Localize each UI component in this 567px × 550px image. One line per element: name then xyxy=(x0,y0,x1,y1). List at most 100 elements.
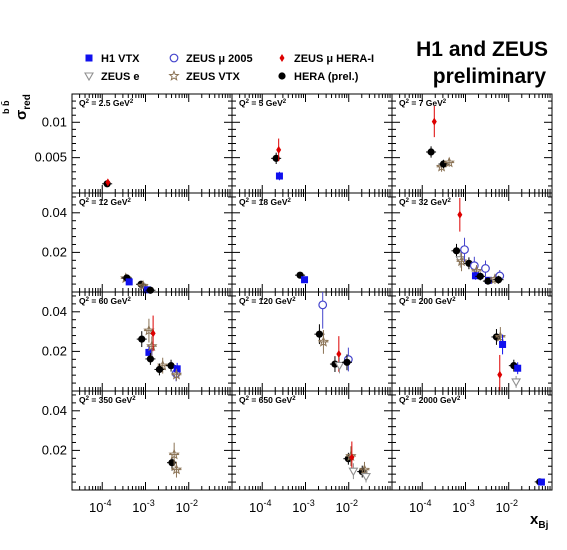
panel-frame xyxy=(231,291,393,392)
marker-hera-prel- xyxy=(167,362,175,370)
legend-marker xyxy=(278,72,286,80)
panel-q2-2.5: 0.005 0.01 Q2 = 2.5 GeV2 xyxy=(34,93,233,194)
marker-hera-prel- xyxy=(146,286,155,294)
marker-zeus-hera-i xyxy=(457,210,463,219)
panel-frame xyxy=(71,390,233,491)
data-point xyxy=(143,318,155,343)
marker-zeus-hera-i xyxy=(105,178,111,187)
marker-h1-vtx xyxy=(145,348,153,356)
panel-q2-200: Q2 = 200 GeV2 xyxy=(391,291,553,392)
data-point xyxy=(511,375,522,388)
x-tick-label-exp: -3 xyxy=(307,498,315,508)
marker-zeus-2005 xyxy=(460,245,469,255)
panel-q2-18: Q2 = 18 GeV2 xyxy=(231,192,393,293)
marker-zeus-vtx xyxy=(170,463,183,475)
marker-hera-prel- xyxy=(452,247,461,255)
panel-q2-value: 18 xyxy=(259,197,269,207)
marker-zeus-vtx xyxy=(443,156,455,168)
x-tick-label-base: 10 xyxy=(496,500,510,515)
y-tick-label: 0.005 xyxy=(34,150,67,165)
data-point xyxy=(348,463,359,480)
legend-item: ZEUS e xyxy=(84,71,140,83)
figure-title-line1: H1 and ZEUS xyxy=(416,38,548,61)
panel-q2-value: 5 xyxy=(259,98,264,108)
x-tick-label: 10-3 xyxy=(452,498,474,515)
data-point xyxy=(145,352,156,365)
x-axis-title-main: x xyxy=(530,511,539,528)
x-tick-label-exp: -2 xyxy=(350,498,358,508)
figure-title-line2: preliminary xyxy=(433,65,547,88)
panel-q2-7: Q2 = 7 GeV2 xyxy=(391,93,553,194)
y-tick-label: 0.04 xyxy=(42,205,67,220)
x-tick-label: 10-2 xyxy=(176,498,198,515)
data-point xyxy=(136,331,147,348)
panel-q2-2000: Q2 = 2000 GeV2 xyxy=(391,390,553,491)
panel-frame xyxy=(391,390,553,491)
marker-hera-prel- xyxy=(476,272,484,280)
data-point xyxy=(481,260,490,277)
panel-label: Q2 = 18 GeV2 xyxy=(239,197,292,207)
data-point xyxy=(314,324,325,345)
legend-item: H1 VTX xyxy=(85,53,140,65)
y-tick-label: 0.02 xyxy=(42,442,67,457)
marker-h1-vtx xyxy=(471,272,479,280)
y-tick-label: 0.04 xyxy=(42,403,67,418)
legend-marker xyxy=(169,53,179,63)
x-axis-title-sub: Bj xyxy=(538,520,548,531)
x-tick-label-base: 10 xyxy=(176,500,190,515)
panel-label: Q2 = 2000 GeV2 xyxy=(399,395,461,405)
panel-frame xyxy=(391,93,553,194)
x-tick-label-exp: -4 xyxy=(423,498,431,508)
x-tick-label: 10-4 xyxy=(89,498,111,515)
data-point xyxy=(451,243,462,258)
legend-label: H1 VTX xyxy=(101,53,140,65)
x-tick-label-base: 10 xyxy=(336,500,350,515)
y-axis-title-superscript: b b̄ xyxy=(1,100,11,114)
data-point xyxy=(499,334,507,355)
marker-hera-prel- xyxy=(155,365,164,374)
marker-zeus-hera-i xyxy=(336,349,342,358)
x-tick-label: 10-3 xyxy=(132,498,154,515)
panel-q2-120: Q2 = 120 GeV2 xyxy=(231,291,393,392)
panel-q2-value: 60 xyxy=(99,296,109,306)
y-tick-label: 0.04 xyxy=(42,304,67,319)
marker-zeus-e xyxy=(334,361,345,371)
panel-label: Q2 = 32 GeV2 xyxy=(399,197,452,207)
marker-h1-vtx xyxy=(125,278,133,286)
legend-marker xyxy=(168,70,180,81)
marker-zeus-vtx xyxy=(137,279,149,291)
data-point xyxy=(275,171,283,181)
svg-text:σred: σred xyxy=(13,94,33,120)
data-point xyxy=(271,152,282,165)
panel-label: Q2 = 60 GeV2 xyxy=(79,296,132,306)
data-point xyxy=(537,478,545,486)
data-point xyxy=(341,354,352,371)
panel-frame xyxy=(231,192,393,293)
x-tick-label-exp: -4 xyxy=(103,498,111,508)
legend: H1 VTX ZEUS e ZEUS μ 2005 ZEUS VTX ZEUS μ HE… xyxy=(84,53,374,83)
panel-q2-12: 0.02 0.04 Q2 = 12 GeV2 xyxy=(42,192,233,294)
panel-q2-32: Q2 = 32 GeV2 xyxy=(391,192,553,293)
panel-q2-value: 120 xyxy=(259,296,273,306)
marker-zeus-vtx xyxy=(170,368,183,380)
data-point xyxy=(457,197,463,232)
panel-label: Q2 = 200 GeV2 xyxy=(399,296,456,306)
data-point xyxy=(301,276,309,284)
panel-grid: 0.005 0.01 Q2 = 2.5 GeV2 Q2 = 5 GeV2 Q2 = 7 … xyxy=(34,93,553,491)
legend-item: ZEUS VTX xyxy=(168,70,240,83)
data-point xyxy=(443,156,455,168)
data-point xyxy=(125,278,133,286)
legend-label: ZEUS μ 2005 xyxy=(186,53,253,65)
x-tick-label-base: 10 xyxy=(89,500,103,515)
data-point xyxy=(146,336,158,357)
marker-zeus-2005 xyxy=(318,300,328,310)
panel-q2-value: 32 xyxy=(419,197,429,207)
marker-zeus-hera-i xyxy=(431,117,437,126)
y-tick-label: 0.02 xyxy=(42,244,67,259)
panel-label: Q2 = 650 GeV2 xyxy=(239,395,296,405)
marker-zeus-hera-i xyxy=(349,453,355,462)
y-axis-title-sub: red xyxy=(22,94,33,110)
data-point xyxy=(318,292,328,329)
data-point xyxy=(105,178,111,187)
panel-q2-value: 12 xyxy=(99,197,109,207)
